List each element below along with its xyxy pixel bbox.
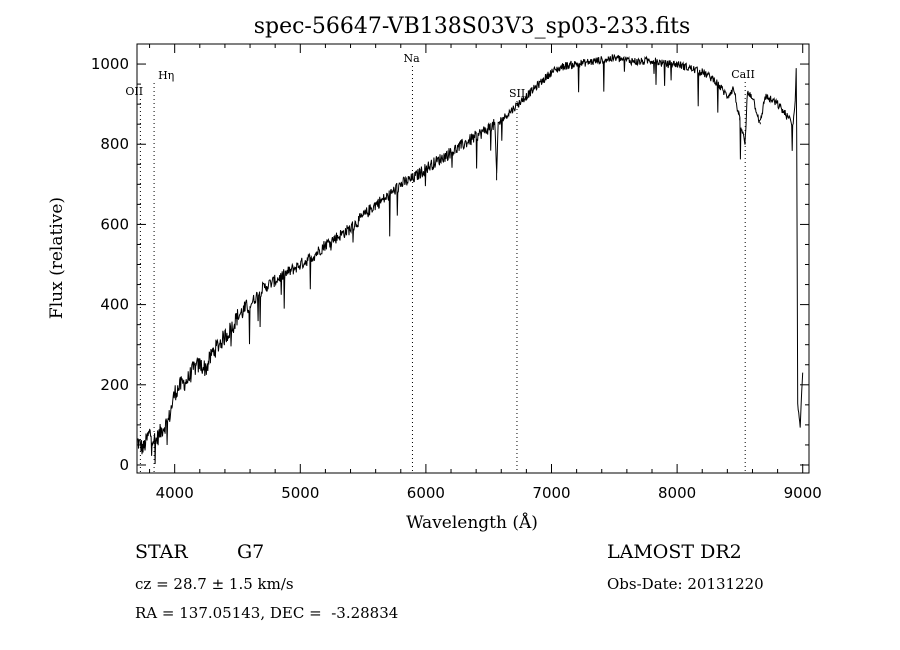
y-tick-label: 1000 xyxy=(91,55,129,73)
line-marker-label: Hη xyxy=(158,69,174,82)
spectrum-line xyxy=(136,54,804,465)
x-tick-label: 6000 xyxy=(407,484,445,502)
coordinates: RA = 137.05143, DEC = -3.28834 xyxy=(135,604,399,622)
line-marker-label: OII xyxy=(125,85,143,98)
line-marker-label: SII xyxy=(509,87,525,100)
y-tick-label: 600 xyxy=(100,215,129,233)
plot-area: 4000 5000 6000 7000 8000 9000 0 200 400 600 800 100… xyxy=(91,43,822,502)
y-tick-label: 200 xyxy=(100,376,129,394)
y-tick-label: 800 xyxy=(100,135,129,153)
line-marker-label: CaII xyxy=(731,68,755,81)
x-tick-label: 4000 xyxy=(156,484,194,502)
y-tick-label: 0 xyxy=(119,456,129,474)
survey-name: LAMOST DR2 xyxy=(607,541,742,563)
redshift-cz: cz = 28.7 ± 1.5 km/s xyxy=(135,575,294,593)
y-axis-label: Flux (relative) xyxy=(47,197,67,319)
x-tick-label: 9000 xyxy=(784,484,822,502)
x-axis-label: Wavelength (Å) xyxy=(406,512,538,533)
plot-frame xyxy=(136,43,810,474)
x-tick-label: 8000 xyxy=(658,484,696,502)
object-subclass: G7 xyxy=(237,541,265,563)
chart-title: spec-56647-VB138S03V3_sp03-233.fits xyxy=(254,14,691,39)
line-marker-label: Na xyxy=(403,52,420,65)
observation-date: Obs-Date: 20131220 xyxy=(607,575,764,593)
x-tick-label: 5000 xyxy=(281,484,319,502)
x-tick-label: 7000 xyxy=(532,484,570,502)
object-class: STAR xyxy=(135,541,188,563)
y-tick-label: 400 xyxy=(100,296,129,314)
